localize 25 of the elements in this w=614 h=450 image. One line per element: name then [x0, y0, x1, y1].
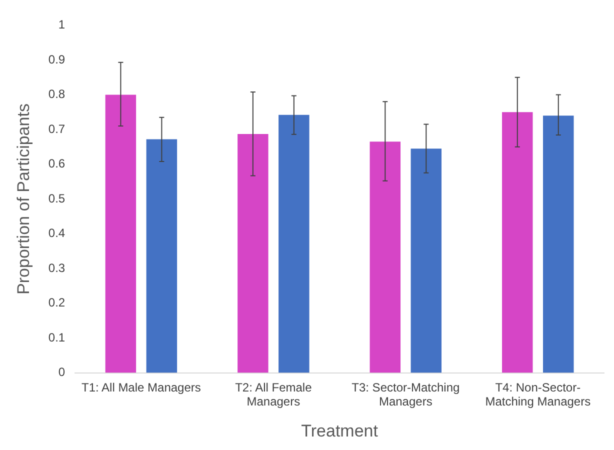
x-axis-title: Treatment [301, 421, 378, 440]
bar [410, 148, 442, 373]
bar [238, 134, 268, 373]
y-tick-label: 0 [58, 365, 66, 380]
y-tick-label: 0.9 [48, 52, 66, 66]
y-tick-label: 0.1 [48, 330, 66, 344]
x-tick-label: T4: Non-Sector-Matching Managers [485, 380, 591, 409]
y-axis-title: Proportion of Participants [14, 104, 33, 294]
y-tick-label: 1 [58, 18, 66, 32]
bar [105, 94, 136, 373]
bar [370, 142, 401, 373]
bar [146, 139, 178, 373]
y-tick-label: 0.5 [48, 191, 66, 206]
bar [543, 116, 574, 373]
x-tick-label: T1: All Male Managers [82, 380, 201, 394]
y-tick-label: 0.8 [48, 87, 66, 102]
y-tick-label: 0.3 [48, 260, 66, 275]
y-tick-label: 0.4 [48, 226, 66, 240]
y-tick-label: 0.7 [48, 122, 66, 136]
bar [278, 114, 310, 373]
y-tick-label: 0.6 [48, 156, 66, 171]
x-tick-label: T3: Sector-Matching Managers [352, 380, 460, 409]
x-tick-label: T2: All Female Managers [235, 380, 312, 409]
bar [502, 112, 533, 373]
y-tick-label: 0.2 [48, 296, 66, 310]
